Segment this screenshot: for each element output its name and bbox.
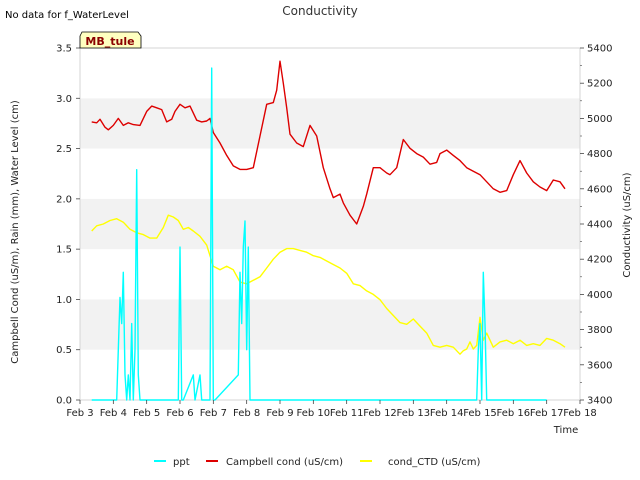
right-tick-label: 4800 [587,149,612,160]
x-tick-label: Feb 14 [430,408,464,419]
right-tick-label: 4400 [587,220,612,231]
grid-band [80,249,580,300]
right-tick-label: 5400 [587,44,612,55]
site-label: MB_tule [85,35,134,48]
right-tick-label: 5000 [587,114,612,125]
left-tick-label: 0.0 [56,396,72,407]
grid-band [80,349,580,400]
grid-band [80,198,580,250]
x-tick-label: Feb 12 [363,408,397,419]
series-line-campbell-cond-us-cm [91,60,566,225]
x-axis-ticks: Feb 3 Feb 4 Feb 5 Feb 6 Feb 7 Feb 8 Feb 9 Feb 1… [66,400,597,419]
series-line-cond-ctd-us-cm [91,214,566,355]
x-tick-label: Feb 18 [563,408,597,419]
x-tick-label: Feb 7 [200,408,227,419]
chart-title: Conductivity [282,4,357,18]
right-axis-ticks: 3400 3600 3800 4000 4200 4400 4600 4800 5000 5200… [580,44,612,407]
x-tick-label: Feb 3 [66,408,93,419]
grid-band [80,98,580,149]
left-tick-label: 3.5 [56,44,72,55]
left-tick-label: 2.0 [56,194,72,205]
right-tick-label: 3800 [587,325,612,336]
grid-band [80,299,580,350]
legend-label-ppt: ppt [173,457,190,468]
right-axis-title: Conductivity (uS/cm) [622,172,633,277]
grid-bands [80,48,580,400]
x-tick-label: Feb 15 [463,408,497,419]
series-line-ppt [91,67,547,401]
right-tick-label: 3600 [587,360,612,371]
grid-band [80,48,580,99]
series-layer [91,60,566,401]
x-tick-label: Feb 4 [100,408,127,419]
no-data-note: No data for f_WaterLevel [5,10,129,21]
left-tick-label: 1.5 [56,245,72,256]
legend: ppt Campbell cond (uS/cm) cond_CTD (uS/c… [154,457,480,468]
x-tick-label: Feb 11 [330,408,364,419]
x-tick-label: Feb 17 [530,408,564,419]
left-tick-label: 1.0 [56,295,72,306]
legend-label-campbell-cond: Campbell cond (uS/cm) [226,457,343,468]
x-tick-label: Feb 16 [497,408,531,419]
x-tick-label: Feb 13 [397,408,431,419]
left-tick-label: 3.0 [56,94,72,105]
left-tick-label: 2.5 [56,144,72,155]
right-tick-label: 5200 [587,79,612,90]
right-tick-label: 4000 [587,290,612,301]
legend-label-cond-ctd: cond_CTD (uS/cm) [388,457,480,468]
x-tick-label: Feb 6 [166,408,193,419]
left-tick-label: 0.5 [56,345,72,356]
x-tick-label: Feb 9 [266,408,293,419]
right-tick-label: 4600 [587,184,612,195]
left-axis-title: Campbell Cond (uS/m), Rain (mm), Water L… [10,100,21,364]
left-axis-ticks: 0.0 0.5 1.0 1.5 2.0 2.5 3.0 3.5 [56,44,80,407]
site-label-box: MB_tule [79,31,142,49]
x-tick-label: Feb 10 [297,408,331,419]
x-tick-label: Feb 8 [233,408,260,419]
right-tick-label: 3400 [587,396,612,407]
x-axis-title: Time [553,425,578,436]
right-tick-label: 4200 [587,255,612,266]
x-tick-label: Feb 5 [133,408,160,419]
